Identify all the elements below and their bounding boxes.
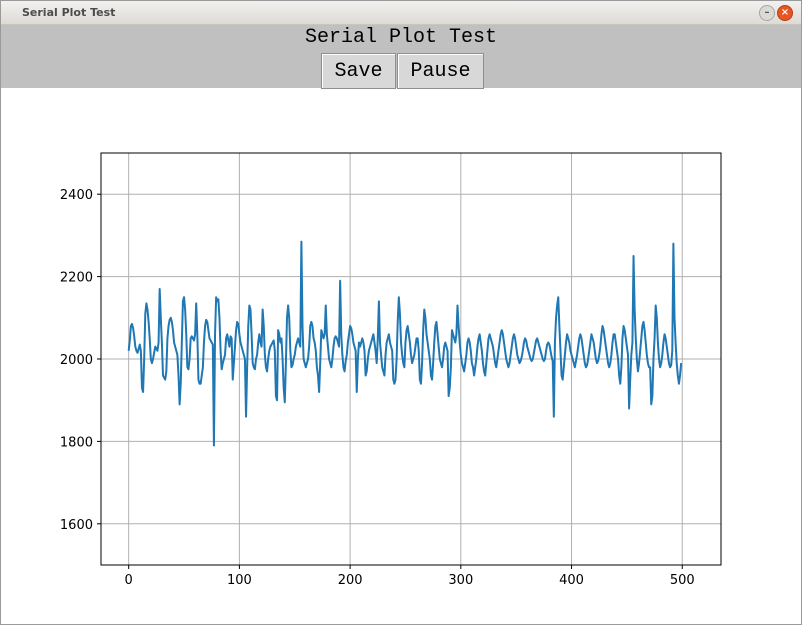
window-title: Serial Plot Test	[22, 6, 116, 19]
line-chart: 0 100 200 300 400 500 1600 1800 2000 2200 2400	[60, 152, 722, 588]
x-tick-label: 400	[559, 573, 584, 588]
title-bar[interactable]: Serial Plot Test – ×	[1, 1, 801, 25]
y-tick-label: 1600	[60, 518, 93, 533]
x-tick-label: 100	[227, 573, 252, 588]
y-tick-label: 2200	[60, 271, 93, 286]
x-tick-label: 500	[670, 573, 695, 588]
x-tick-label: 200	[338, 573, 363, 588]
plot-area: 0 100 200 300 400 500 1600 1800 2000 2200 2400	[1, 89, 801, 624]
minimize-icon[interactable]: –	[759, 5, 775, 21]
app-title: Serial Plot Test	[304, 26, 498, 49]
close-icon[interactable]: ×	[777, 5, 793, 21]
y-tick-label: 1800	[60, 435, 93, 450]
toolbar: Serial Plot Test Save Pause	[1, 25, 801, 89]
x-tick-label: 300	[448, 573, 473, 588]
x-tick-label: 0	[125, 573, 133, 588]
series-line	[127, 240, 683, 447]
plot-frame	[100, 152, 722, 566]
save-button[interactable]: Save	[321, 53, 396, 89]
pause-button[interactable]: Pause	[397, 53, 484, 89]
y-tick-label: 2000	[60, 353, 93, 368]
y-tick-label: 2400	[60, 188, 93, 203]
